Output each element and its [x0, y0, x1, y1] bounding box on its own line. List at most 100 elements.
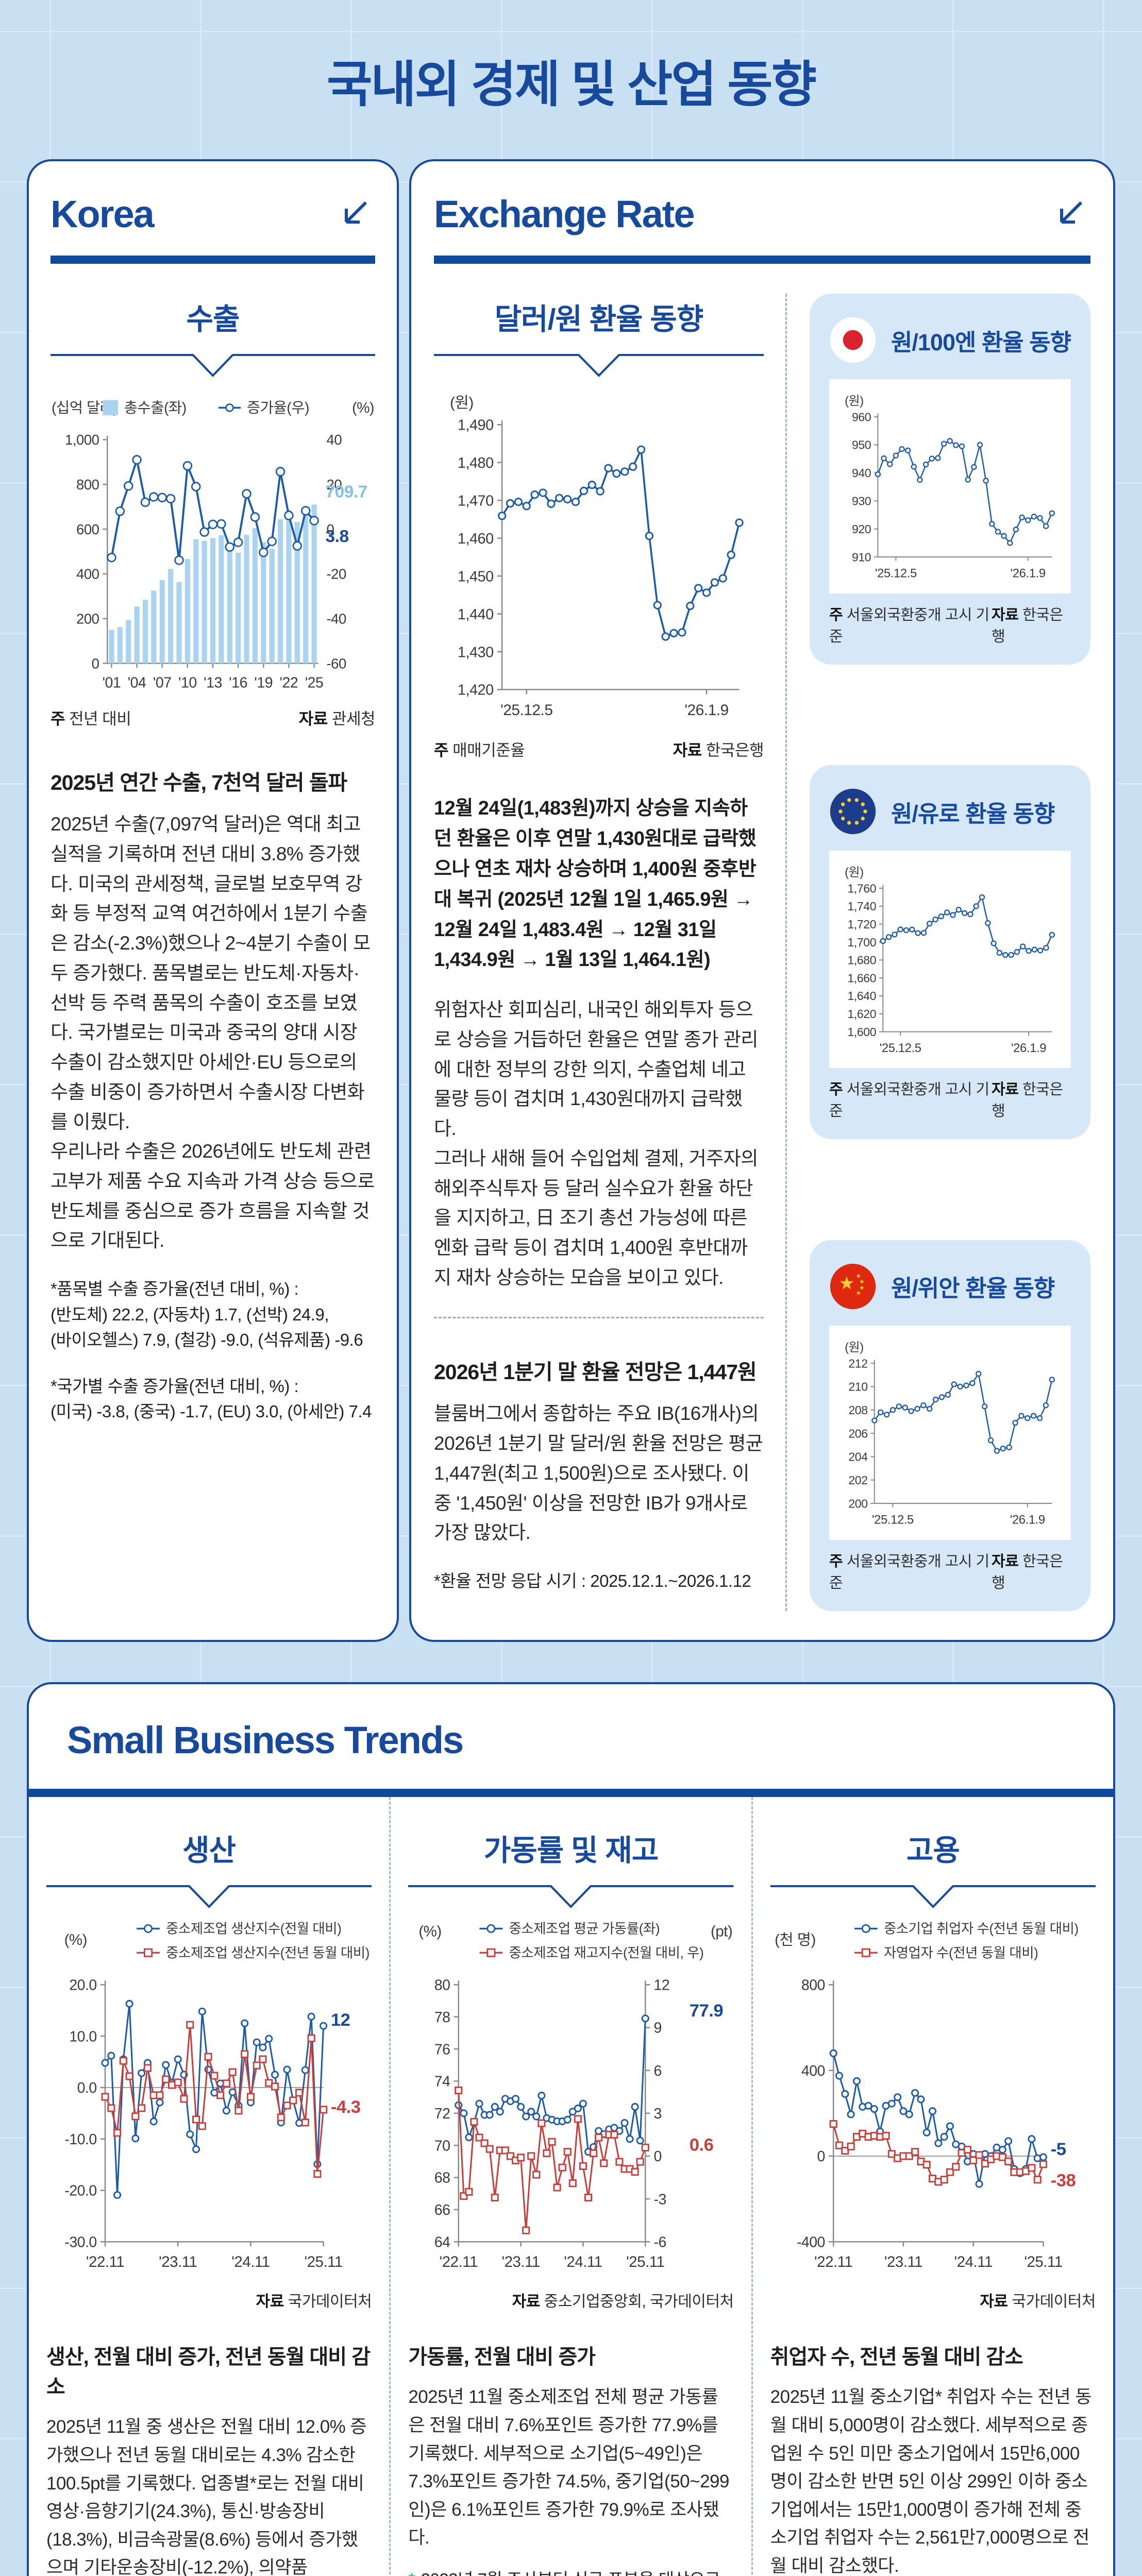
jpy-card: 원/100엔 환율 동향 960 950 940 930 920 910 '25.12.5 '… [810, 294, 1090, 665]
japan-flag-icon [829, 316, 877, 364]
svg-text:'25.11: '25.11 [305, 2253, 343, 2270]
svg-text:6: 6 [654, 2062, 662, 2079]
exchange-rate-panel: Exchange Rate 달러/원 환율 동향 1,490 1,480 1, [409, 159, 1115, 1642]
svg-text:1,440: 1,440 [458, 606, 494, 623]
svg-text:1,460: 1,460 [458, 531, 494, 547]
svg-text:12: 12 [654, 1977, 670, 1993]
svg-text:★: ★ [838, 1273, 854, 1293]
chart-note-left: 주 서울외국환중개 고시 기준 [829, 1081, 989, 1120]
exports-section-title: 수출 [186, 303, 240, 336]
operation-heading: 가동률, 전월 대비 증가 [408, 2346, 596, 2369]
svg-text:0.0: 0.0 [77, 2080, 97, 2096]
employment-heading: 취업자 수, 전년 동월 대비 감소 [770, 2346, 1023, 2369]
svg-text:'22.11: '22.11 [86, 2253, 124, 2270]
svg-text:1,740: 1,740 [847, 900, 876, 913]
divider-bar [434, 256, 1090, 264]
svg-text:'04: '04 [128, 675, 146, 691]
svg-text:800: 800 [801, 1977, 825, 1993]
jpy-card-title: 원/100엔 환율 동향 [891, 329, 1071, 355]
svg-text:-20.0: -20.0 [64, 2182, 96, 2199]
svg-text:10.0: 10.0 [69, 2028, 96, 2045]
svg-text:40: 40 [327, 432, 342, 448]
svg-text:'22.11: '22.11 [814, 2253, 852, 2270]
operation-body: 2025년 11월 중소제조업 전체 평균 가동률은 전월 대비 7.6%포인트… [408, 2387, 729, 2548]
cny-card-title: 원/위안 환율 동향 [891, 1275, 1055, 1302]
korea-body-paragraph: 우리나라 수출은 2026년에도 반도체 관련 고부가 제품 수요 지속과 가격… [51, 1141, 375, 1251]
small-business-title: Small Business Trends [67, 1718, 464, 1761]
page-title: 국내외 경제 및 산업 동향 [327, 57, 817, 112]
svg-text:1,600: 1,600 [847, 1025, 876, 1039]
operation-footnote: * 2023년 7월 조사부터 신규 표본을 대상으로 한 조사 결과임 [408, 2567, 733, 2576]
svg-text:0: 0 [92, 655, 99, 671]
svg-text:(원): (원) [450, 394, 474, 411]
svg-text:78: 78 [434, 2009, 450, 2025]
notch-line [434, 354, 764, 377]
svg-text:'19: '19 [254, 675, 273, 691]
eur-card-title: 원/유로 환율 동향 [891, 800, 1055, 827]
svg-text:중소기업 취업자 수(전년 동월 대비): 중소기업 취업자 수(전년 동월 대비) [884, 1921, 1079, 1936]
notch-line [408, 1885, 734, 1908]
svg-text:'25.12.5: '25.12.5 [500, 702, 552, 719]
svg-text:74: 74 [434, 2073, 450, 2090]
svg-text:(%): (%) [64, 1931, 87, 1948]
svg-text:66: 66 [434, 2202, 450, 2218]
svg-text:3: 3 [654, 2106, 662, 2122]
top-panels: Korea 수출 1,000 800 600 400 200 0 40 20 0 -20 -40 -6… [0, 159, 1142, 1642]
fx-cards-column: 원/100엔 환율 동향 960 950 940 930 920 910 '25.12.5 '… [785, 294, 1090, 1611]
svg-text:1,470: 1,470 [458, 493, 494, 510]
usd-chart-notes: 주 매매기준율 자료 한국은행 [434, 737, 764, 760]
chart-note-left: 주 전년 대비 [51, 710, 131, 728]
svg-text:206: 206 [848, 1427, 867, 1440]
svg-text:(%): (%) [352, 400, 374, 416]
svg-text:400: 400 [76, 566, 99, 582]
svg-text:(pt): (pt) [711, 1923, 732, 1940]
svg-text:1,620: 1,620 [847, 1007, 876, 1021]
forecast-heading: 2026년 1분기 말 환율 전망은 1,447원 [434, 1360, 757, 1384]
svg-text:709.7: 709.7 [326, 483, 367, 502]
svg-text:600: 600 [76, 521, 99, 537]
svg-text:-20: -20 [327, 566, 347, 582]
svg-text:-38: -38 [1050, 2171, 1076, 2190]
forecast-body: 블룸버그에서 종합하는 주요 IB(16개사)의 2026년 1분기 말 달러/… [434, 1403, 763, 1544]
korea-panel-title: Korea [51, 193, 155, 235]
svg-text:20.0: 20.0 [69, 1977, 96, 1993]
usd-body: 위험자산 회피심리, 내국인 해외투자 등으로 상승을 거듭하던 환율은 연말 … [434, 995, 764, 1292]
usd-krw-section-title: 달러/원 환율 동향 [494, 303, 704, 336]
svg-text:'10: '10 [178, 675, 197, 691]
svg-text:3.8: 3.8 [326, 527, 349, 546]
svg-text:'26.1.9: '26.1.9 [684, 702, 728, 719]
small-business-columns: 생산 20.0 10.0 0.0 -10.0 -20.0 -30.0 '22.11 '23.1… [29, 1797, 1113, 2576]
forecast-footnote: *환율 전망 응답 시기 : 2025.12.1.~2026.1.12 [434, 1571, 751, 1591]
svg-text:0: 0 [327, 521, 334, 537]
svg-text:210: 210 [848, 1380, 867, 1394]
exchange-panel-title: Exchange Rate [434, 193, 695, 235]
svg-text:212: 212 [848, 1357, 867, 1370]
svg-text:200: 200 [76, 611, 99, 626]
korea-chart-notes: 주 전년 대비 자료 관세청 [51, 706, 376, 729]
svg-text:'22: '22 [280, 675, 298, 691]
chart-source-right: 자료 한국은행 [673, 741, 764, 759]
svg-text:1,480: 1,480 [458, 455, 494, 471]
chart-note-left: 주 서울외국환중개 고시 기준 [829, 606, 989, 645]
svg-text:1,720: 1,720 [847, 918, 876, 931]
usd-krw-chart: 1,490 1,480 1,470 1,460 1,450 1,440 1,430 1,420… [434, 386, 764, 732]
divider-bar [51, 256, 375, 264]
svg-text:20: 20 [327, 477, 342, 493]
svg-text:총수출(좌): 총수출(좌) [124, 400, 187, 416]
svg-text:'23.11: '23.11 [884, 2253, 922, 2270]
svg-text:'26.1.9: '26.1.9 [1011, 1041, 1046, 1055]
svg-text:'23.11: '23.11 [159, 2253, 197, 2270]
notch-line [770, 1885, 1096, 1908]
svg-text:9: 9 [654, 2020, 662, 2036]
korea-text-heading: 2025년 연간 수출, 7천억 달러 돌파 [51, 771, 347, 795]
svg-text:'07: '07 [153, 675, 172, 691]
svg-text:-60: -60 [327, 655, 347, 671]
svg-text:80: 80 [434, 1977, 450, 1993]
svg-text:'26.1.9: '26.1.9 [1010, 1513, 1045, 1527]
cny-card-head: ★ ★ ★ ★ ★ 원/위안 환율 동향 [829, 1263, 1071, 1310]
svg-text:'23.11: '23.11 [502, 2253, 540, 2270]
svg-text:'22.11: '22.11 [440, 2253, 478, 2270]
operation-section-title: 가동률 및 재고 [483, 1834, 659, 1867]
production-source: 자료 국가데이터처 [256, 2293, 372, 2311]
